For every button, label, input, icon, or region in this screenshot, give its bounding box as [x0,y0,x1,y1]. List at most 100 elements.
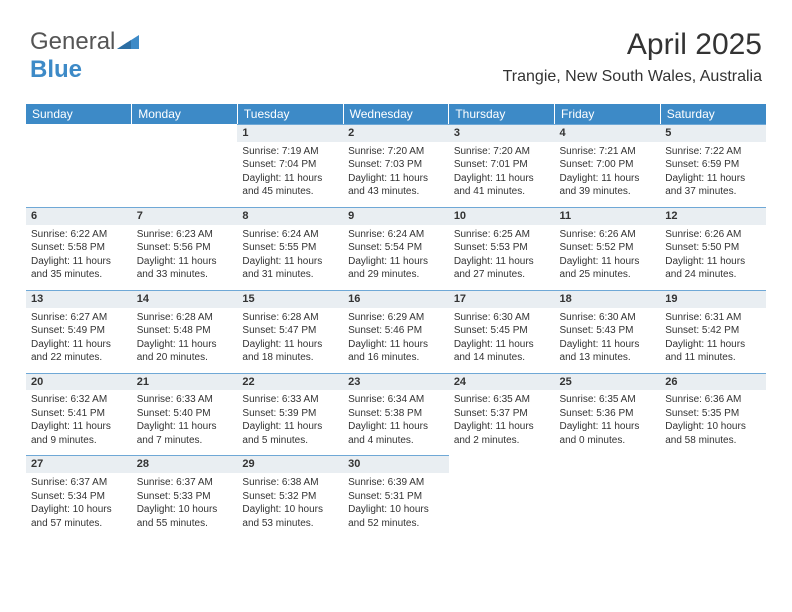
day-number: 21 [132,373,238,391]
calendar-cell: 28 Sunrise: 6:37 AMSunset: 5:33 PMDayligh… [132,455,238,538]
day-details: Sunrise: 6:32 AMSunset: 5:41 PMDaylight:… [30,393,128,447]
calendar-cell: 26Sunrise: 6:36 AMSunset: 5:35 PMDayligh… [660,373,766,456]
day-number: 11 [555,207,661,225]
day-number: 13 [26,290,132,308]
calendar-cell: 13Sunrise: 6:27 AMSunset: 5:49 PMDayligh… [26,290,132,373]
calendar-cell: 18 Sunrise: 6:30 AMSunset: 5:43 PMDayligh… [555,290,661,373]
day-details: Sunrise: 6:39 AMSunset: 5:31 PMDaylight:… [347,476,445,530]
day-header: Saturday [660,104,766,124]
calendar-week-row: 13Sunrise: 6:27 AMSunset: 5:49 PMDayligh… [26,290,766,373]
calendar-week-row: 27 Sunrise: 6:37 AMSunset: 5:34 PMDayligh… [26,455,766,538]
calendar-cell: 24Sunrise: 6:35 AMSunset: 5:37 PMDayligh… [449,373,555,456]
day-number: 20 [26,373,132,391]
calendar-cell: 9 Sunrise: 6:24 AMSunset: 5:54 PMDaylight… [343,207,449,290]
day-header: Thursday [449,104,555,124]
calendar-cell: 5Sunrise: 7:22 AMSunset: 6:59 PMDaylight… [660,124,766,207]
calendar-cell: 12 Sunrise: 6:26 AMSunset: 5:50 PMDayligh… [660,207,766,290]
day-details: Sunrise: 7:19 AMSunset: 7:04 PMDaylight:… [241,145,339,199]
calendar-cell: 22 Sunrise: 6:33 AMSunset: 5:39 PMDayligh… [237,373,343,456]
calendar-cell: 3 Sunrise: 7:20 AMSunset: 7:01 PMDaylight… [449,124,555,207]
day-details: Sunrise: 6:28 AMSunset: 5:48 PMDaylight:… [136,311,234,365]
calendar-cell: 21 Sunrise: 6:33 AMSunset: 5:40 PMDayligh… [132,373,238,456]
day-number: 23 [343,373,449,391]
day-number: 12 [660,207,766,225]
day-details: Sunrise: 6:22 AMSunset: 5:58 PMDaylight:… [30,228,128,282]
day-details: Sunrise: 7:20 AMSunset: 7:01 PMDaylight:… [453,145,551,199]
day-number: 19 [660,290,766,308]
day-details: Sunrise: 6:23 AMSunset: 5:56 PMDaylight:… [136,228,234,282]
day-details: Sunrise: 6:35 AMSunset: 5:36 PMDaylight:… [559,393,657,447]
calendar-cell: 17 Sunrise: 6:30 AMSunset: 5:45 PMDayligh… [449,290,555,373]
day-details: Sunrise: 6:34 AMSunset: 5:38 PMDaylight:… [347,393,445,447]
day-number: 3 [449,124,555,142]
day-details: Sunrise: 6:33 AMSunset: 5:40 PMDaylight:… [136,393,234,447]
day-details: Sunrise: 6:26 AMSunset: 5:52 PMDaylight:… [559,228,657,282]
calendar-cell: 15Sunrise: 6:28 AMSunset: 5:47 PMDayligh… [237,290,343,373]
calendar-cell: 20 Sunrise: 6:32 AMSunset: 5:41 PMDayligh… [26,373,132,456]
day-details: Sunrise: 6:30 AMSunset: 5:43 PMDaylight:… [559,311,657,365]
day-number: 22 [237,373,343,391]
day-details: Sunrise: 6:29 AMSunset: 5:46 PMDaylight:… [347,311,445,365]
day-details: Sunrise: 6:25 AMSunset: 5:53 PMDaylight:… [453,228,551,282]
calendar-week-row: 20 Sunrise: 6:32 AMSunset: 5:41 PMDayligh… [26,373,766,456]
day-number: 1 [237,124,343,142]
day-number: 25 [555,373,661,391]
day-details: Sunrise: 6:24 AMSunset: 5:54 PMDaylight:… [347,228,445,282]
calendar-table: Sunday Monday Tuesday Wednesday Thursday… [26,104,766,538]
day-details: Sunrise: 6:33 AMSunset: 5:39 PMDaylight:… [241,393,339,447]
day-number: 2 [343,124,449,142]
title-block: April 2025 Trangie, New South Wales, Aus… [503,28,762,86]
day-details: Sunrise: 6:26 AMSunset: 5:50 PMDaylight:… [664,228,762,282]
day-details: Sunrise: 7:20 AMSunset: 7:03 PMDaylight:… [347,145,445,199]
day-header: Friday [555,104,661,124]
calendar-week-row: 6Sunrise: 6:22 AMSunset: 5:58 PMDaylight… [26,207,766,290]
day-number: 7 [132,207,238,225]
day-number: 16 [343,290,449,308]
calendar-cell [132,124,238,207]
calendar-cell: 2 Sunrise: 7:20 AMSunset: 7:03 PMDaylight… [343,124,449,207]
calendar-cell [555,455,661,538]
day-details: Sunrise: 6:38 AMSunset: 5:32 PMDaylight:… [241,476,339,530]
location: Trangie, New South Wales, Australia [503,68,762,86]
day-details: Sunrise: 6:37 AMSunset: 5:33 PMDaylight:… [136,476,234,530]
calendar-cell: 23 Sunrise: 6:34 AMSunset: 5:38 PMDayligh… [343,373,449,456]
day-header: Tuesday [237,104,343,124]
calendar-cell: 14 Sunrise: 6:28 AMSunset: 5:48 PMDayligh… [132,290,238,373]
day-number: 8 [237,207,343,225]
logo: General Blue [30,28,139,84]
day-details: Sunrise: 6:31 AMSunset: 5:42 PMDaylight:… [664,311,762,365]
calendar-cell [660,455,766,538]
month-year: April 2025 [503,28,762,62]
day-header: Sunday [26,104,132,124]
day-header: Monday [132,104,238,124]
day-number: 10 [449,207,555,225]
day-number: 27 [26,455,132,473]
calendar-cell: 25 Sunrise: 6:35 AMSunset: 5:36 PMDayligh… [555,373,661,456]
day-details: Sunrise: 6:30 AMSunset: 5:45 PMDaylight:… [453,311,551,365]
calendar-cell: 16 Sunrise: 6:29 AMSunset: 5:46 PMDayligh… [343,290,449,373]
day-details: Sunrise: 6:36 AMSunset: 5:35 PMDaylight:… [664,393,762,447]
day-details: Sunrise: 6:24 AMSunset: 5:55 PMDaylight:… [241,228,339,282]
day-details: Sunrise: 6:37 AMSunset: 5:34 PMDaylight:… [30,476,128,530]
logo-text-blue: Blue [30,56,82,83]
calendar-cell: 29Sunrise: 6:38 AMSunset: 5:32 PMDayligh… [237,455,343,538]
calendar-cell [449,455,555,538]
day-number: 15 [237,290,343,308]
day-number: 17 [449,290,555,308]
day-number: 18 [555,290,661,308]
day-number: 9 [343,207,449,225]
day-number: 14 [132,290,238,308]
calendar-cell: 19 Sunrise: 6:31 AMSunset: 5:42 PMDayligh… [660,290,766,373]
logo-triangle-icon [117,31,139,49]
day-number: 30 [343,455,449,473]
calendar-cell: 1 Sunrise: 7:19 AMSunset: 7:04 PMDaylight… [237,124,343,207]
calendar-cell: 30 Sunrise: 6:39 AMSunset: 5:31 PMDayligh… [343,455,449,538]
day-number: 24 [449,373,555,391]
day-details: Sunrise: 7:22 AMSunset: 6:59 PMDaylight:… [664,145,762,199]
calendar-week-row: 1 Sunrise: 7:19 AMSunset: 7:04 PMDaylight… [26,124,766,207]
day-header: Wednesday [343,104,449,124]
calendar-cell: 6Sunrise: 6:22 AMSunset: 5:58 PMDaylight… [26,207,132,290]
day-number: 28 [132,455,238,473]
calendar-cell [26,124,132,207]
calendar-cell: 10 Sunrise: 6:25 AMSunset: 5:53 PMDayligh… [449,207,555,290]
